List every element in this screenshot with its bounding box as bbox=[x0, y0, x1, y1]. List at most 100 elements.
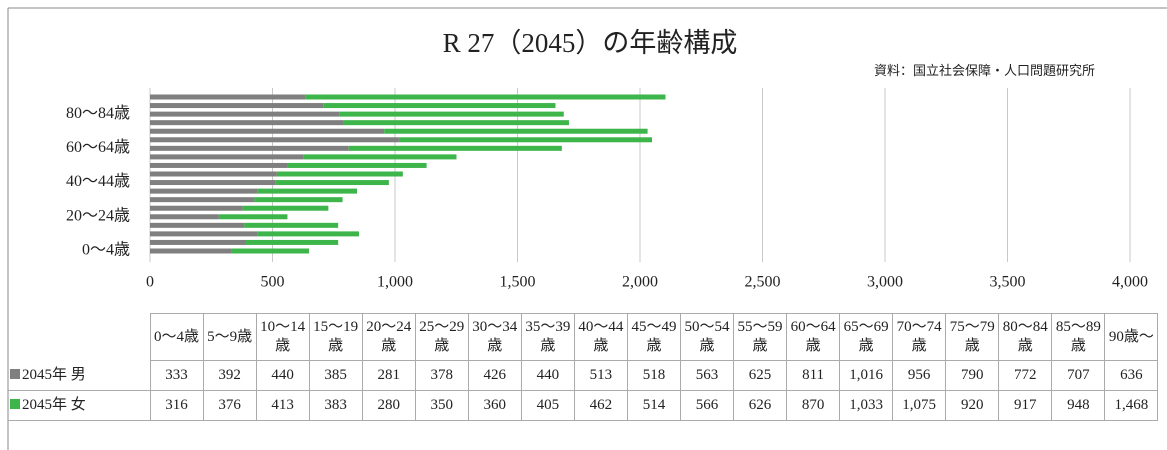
bar bbox=[276, 171, 403, 177]
table-value: 333 bbox=[149, 360, 204, 391]
bar bbox=[150, 94, 306, 100]
table-value: 385 bbox=[308, 360, 363, 391]
x-tick-label: 1,000 bbox=[377, 274, 413, 291]
legend-label: 2045年 男 bbox=[22, 366, 86, 383]
bar bbox=[150, 103, 324, 109]
x-tick-label: 4,000 bbox=[1112, 274, 1148, 291]
bar bbox=[384, 128, 648, 134]
table-value: 281 bbox=[361, 360, 416, 391]
table-value: 636 bbox=[1104, 360, 1159, 391]
table-header: 5〜9歳 bbox=[202, 313, 257, 361]
source: 資料：国立社会保障・人口問題研究所 bbox=[874, 63, 1095, 78]
bar bbox=[231, 248, 310, 254]
bar bbox=[348, 145, 562, 151]
table-value: 316 bbox=[149, 390, 204, 421]
bar bbox=[150, 239, 247, 245]
table-value: 956 bbox=[892, 360, 947, 391]
bar bbox=[150, 128, 385, 134]
table-header: 45〜49歳 bbox=[626, 313, 681, 361]
table-value: 790 bbox=[945, 360, 1000, 391]
bar bbox=[275, 180, 389, 186]
bar bbox=[150, 120, 344, 126]
table-value: 625 bbox=[733, 360, 788, 391]
table-value: 563 bbox=[679, 360, 735, 391]
table-value: 280 bbox=[361, 390, 416, 421]
legend-entry: 2045年 男 bbox=[8, 360, 150, 391]
x-tick-label: 2,000 bbox=[622, 274, 658, 291]
x-tick-label: 0 bbox=[146, 274, 154, 291]
bar bbox=[242, 205, 329, 211]
table-value: 440 bbox=[520, 360, 575, 391]
y-tick-label: 20〜24歳 bbox=[66, 206, 130, 224]
legend-swatch bbox=[10, 368, 20, 379]
table-value: 383 bbox=[308, 390, 363, 421]
table-header: 70〜74歳 bbox=[892, 313, 947, 361]
table-value: 1,016 bbox=[839, 360, 894, 391]
legend-swatch bbox=[10, 399, 20, 409]
table-corner bbox=[8, 314, 150, 361]
bar bbox=[339, 111, 564, 117]
chart-title: R 27（2045）の年齢構成 bbox=[443, 28, 738, 58]
table-value: 917 bbox=[998, 390, 1053, 421]
table-header: 40〜44歳 bbox=[573, 313, 628, 361]
y-tick-label: 0〜4歳 bbox=[82, 241, 130, 259]
bar bbox=[150, 197, 255, 203]
bar bbox=[254, 197, 343, 203]
table-value: 1,468 bbox=[1104, 390, 1159, 421]
table-value: 350 bbox=[414, 390, 469, 421]
table-value: 920 bbox=[945, 390, 1000, 421]
x-tick-label: 2,500 bbox=[745, 274, 781, 291]
table-header: 60〜64歳 bbox=[786, 313, 841, 361]
legend-label: 2045年 女 bbox=[22, 397, 86, 413]
table-value: 513 bbox=[573, 360, 628, 391]
bar bbox=[257, 231, 359, 237]
table-value: 518 bbox=[626, 360, 681, 391]
bar bbox=[150, 162, 288, 168]
table-value: 772 bbox=[998, 360, 1053, 391]
table-value: 566 bbox=[679, 390, 735, 421]
bar bbox=[303, 154, 457, 160]
table-value: 1,075 bbox=[892, 390, 947, 421]
table-value: 392 bbox=[202, 360, 257, 391]
bar bbox=[244, 222, 339, 228]
table-header: 15〜19歳 bbox=[308, 313, 363, 361]
bar bbox=[218, 214, 288, 220]
table-header: 35〜39歳 bbox=[520, 313, 575, 361]
table-value: 440 bbox=[255, 360, 310, 391]
table-value: 1,033 bbox=[839, 390, 894, 421]
bar bbox=[150, 248, 232, 254]
y-tick-label: 60〜64歳 bbox=[66, 138, 130, 156]
table-value: 378 bbox=[414, 360, 469, 391]
bar bbox=[150, 205, 243, 211]
table-value: 360 bbox=[467, 390, 522, 421]
bar bbox=[257, 188, 358, 194]
table-header: 90歳〜 bbox=[1104, 313, 1159, 361]
table-value: 413 bbox=[255, 390, 310, 421]
bar bbox=[150, 180, 276, 186]
bar bbox=[150, 171, 277, 177]
bar bbox=[150, 111, 340, 117]
y-tick-label: 80〜84歳 bbox=[66, 104, 130, 122]
table-value: 405 bbox=[520, 390, 575, 421]
bar bbox=[150, 154, 304, 160]
bar bbox=[150, 137, 399, 143]
bar bbox=[343, 120, 569, 126]
legend-entry: 2045年 女 bbox=[8, 390, 150, 421]
table-header: 80〜84歳 bbox=[998, 313, 1053, 361]
y-tick-label: 40〜44歳 bbox=[66, 172, 130, 190]
x-tick-label: 1,500 bbox=[500, 274, 536, 291]
bar bbox=[150, 145, 349, 151]
bar bbox=[398, 137, 653, 143]
bar bbox=[305, 94, 666, 100]
table-header: 0〜4歳 bbox=[149, 313, 204, 361]
table-header: 85〜89歳 bbox=[1051, 313, 1106, 361]
table-value: 870 bbox=[786, 390, 841, 421]
bar bbox=[287, 162, 427, 168]
bar bbox=[150, 188, 258, 194]
x-tick-label: 3,000 bbox=[867, 274, 903, 291]
data-table: 0〜4歳 5〜9歳 10〜14歳 15〜19歳 20〜24歳 25〜29歳 30〜34歳 35… bbox=[8, 313, 1159, 421]
table-value: 376 bbox=[202, 390, 257, 421]
table-value: 811 bbox=[786, 360, 841, 391]
